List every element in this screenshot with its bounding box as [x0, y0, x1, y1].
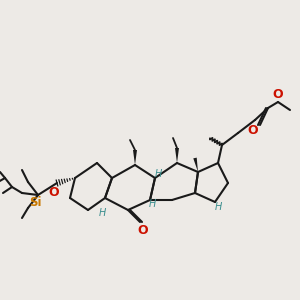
Text: H: H: [98, 208, 106, 218]
Polygon shape: [193, 158, 198, 172]
Text: O: O: [138, 224, 148, 236]
Text: O: O: [248, 124, 258, 136]
Text: H: H: [214, 202, 222, 212]
Text: Si: Si: [29, 196, 41, 208]
Polygon shape: [133, 150, 137, 165]
Text: O: O: [49, 185, 59, 199]
Text: H: H: [154, 169, 162, 179]
Polygon shape: [175, 148, 179, 163]
Text: H: H: [148, 199, 156, 209]
Text: O: O: [273, 88, 283, 100]
